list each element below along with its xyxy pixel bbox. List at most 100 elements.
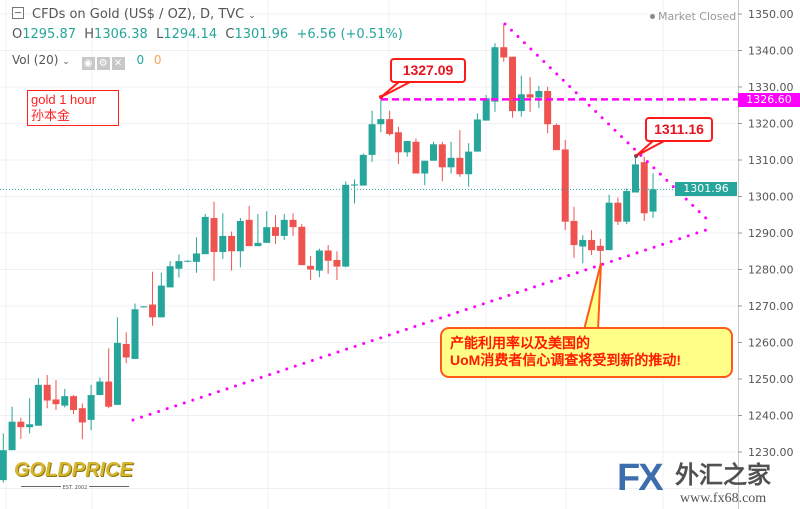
axis-tick-label: 1250.00 (748, 373, 794, 386)
candle-body (491, 47, 499, 102)
annotations (0, 22, 738, 422)
market-status-text: Market Closed (658, 10, 737, 23)
candle (333, 251, 341, 281)
candle-body (315, 250, 323, 271)
candle (113, 317, 121, 405)
candle-body (280, 219, 288, 236)
candle (430, 141, 438, 161)
candle-body (351, 184, 358, 186)
callout-1327[interactable]: 1327.09 (390, 58, 466, 83)
candle-body (386, 119, 394, 135)
candle-body (61, 396, 69, 406)
candle-body (26, 424, 34, 428)
candle (544, 86, 552, 134)
fx68-logo-cn: 外汇之家 (675, 461, 771, 489)
candle-body (500, 47, 508, 58)
goldprice-logo: GOLDPRICE (14, 459, 133, 481)
candle (631, 155, 639, 193)
candle (315, 248, 323, 278)
candle-body (263, 227, 271, 243)
candle (491, 43, 499, 112)
axis-tick-label: 1320.00 (748, 118, 794, 131)
candle-body (570, 220, 578, 246)
candle-body (131, 309, 139, 359)
collapse-icon[interactable] (12, 7, 24, 19)
last-price-tag: 1301.96 (675, 182, 737, 196)
candle-body (210, 218, 218, 252)
candle-body (105, 381, 113, 407)
low-value: 1294.14 (163, 27, 218, 42)
candle (166, 261, 174, 288)
candle-body (78, 408, 86, 423)
candle (421, 160, 429, 186)
candle-body (526, 94, 534, 98)
volume-legend: Vol (20) ⌄ ◉ ⚙ ✕ 0 0 (12, 53, 162, 70)
candle (192, 237, 200, 273)
candle-body (245, 219, 253, 247)
candle-body (96, 381, 104, 396)
candle-body (482, 98, 490, 121)
candle (552, 123, 560, 151)
axis-tick-label: 1240.00 (748, 410, 794, 423)
axis-tick-label: 1340.00 (748, 45, 794, 58)
candle-body (342, 184, 350, 267)
candle (517, 75, 525, 117)
upper-trendline (503, 22, 714, 226)
candle (307, 255, 315, 281)
candle-body (368, 124, 376, 155)
candle (377, 97, 385, 133)
candle (43, 374, 51, 409)
candle-body (403, 141, 411, 153)
callout-anchor (379, 95, 383, 99)
candle (0, 433, 7, 483)
chevron-down-icon[interactable]: ⌄ (62, 57, 70, 67)
chevron-down-icon[interactable]: ⌄ (248, 11, 256, 21)
candle-body (122, 343, 130, 358)
candle (456, 130, 464, 177)
candle-body (438, 144, 446, 168)
candle (219, 213, 227, 259)
grid (0, 0, 738, 509)
candle (245, 205, 253, 247)
candle (579, 235, 587, 264)
axis-tick-label: 1230.00 (748, 446, 794, 459)
candle (184, 260, 192, 263)
candle-body (43, 384, 51, 401)
candle (500, 23, 508, 62)
gear-icon[interactable]: ⚙ (96, 57, 110, 70)
candle-body (605, 202, 613, 251)
candle-body (113, 342, 121, 405)
volume-label[interactable]: Vol (20) (12, 53, 59, 67)
symbol-title[interactable]: CFDs on Gold (US$ / OZ), D, TVC (32, 7, 245, 22)
candle-body (631, 164, 639, 193)
candle-body (333, 260, 341, 267)
low-label: L (156, 27, 164, 42)
candle (649, 173, 657, 218)
candle (254, 214, 262, 247)
candle-body (614, 202, 622, 222)
candle (465, 143, 473, 187)
candle-body (149, 304, 157, 318)
resistance-price-tag: 1326.60 (738, 93, 800, 107)
comment-callout[interactable]: 产能利用率以及美国的 UoM消费者信心调查将受到新的推动! (440, 327, 733, 378)
close-label: C (225, 27, 235, 42)
callout-1311[interactable]: 1311.16 (645, 117, 713, 142)
candle-body (166, 266, 174, 288)
candle-body (640, 162, 648, 214)
callout-pointer (380, 80, 413, 98)
text-note[interactable]: gold 1 hour 孙本金 (27, 90, 119, 126)
candle-body (0, 450, 7, 481)
close-icon[interactable]: ✕ (111, 57, 125, 70)
candle-body (52, 399, 60, 405)
goldprice-est: EST. 2002 (10, 485, 140, 491)
eye-icon[interactable]: ◉ (81, 57, 95, 70)
candle-body (509, 56, 517, 112)
candle-body (254, 242, 262, 247)
candle-body (377, 119, 385, 125)
candle (509, 56, 517, 118)
candle-body (447, 157, 455, 168)
axis-tick-label: 1300.00 (748, 191, 794, 204)
callout-1311-text: 1311.16 (654, 121, 704, 137)
candle-body (473, 119, 481, 152)
